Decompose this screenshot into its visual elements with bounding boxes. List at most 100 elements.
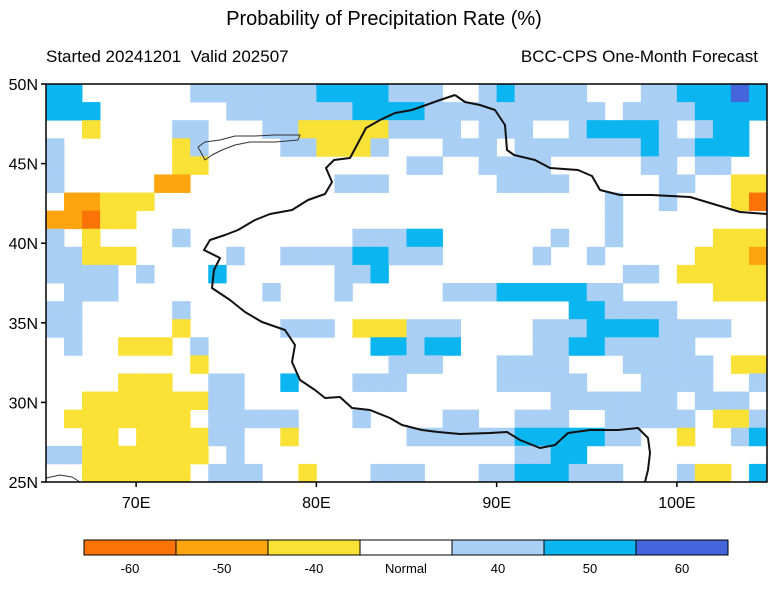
probability-cell xyxy=(82,391,101,411)
probability-cell xyxy=(154,463,173,482)
probability-cell xyxy=(748,246,767,266)
probability-cell xyxy=(604,120,624,139)
probability-cell xyxy=(604,337,624,356)
probability-cell xyxy=(622,120,642,139)
probability-cell xyxy=(118,463,137,482)
probability-cell xyxy=(496,283,516,302)
probability-cell xyxy=(712,283,732,302)
probability-cell xyxy=(550,138,570,157)
probability-cell xyxy=(514,102,534,121)
probability-cell xyxy=(442,283,461,302)
probability-cell xyxy=(406,84,425,103)
lon-label: 100E xyxy=(658,495,695,512)
probability-cell xyxy=(334,102,353,121)
probability-cell xyxy=(406,319,425,338)
probability-cell xyxy=(82,228,101,248)
probability-cell xyxy=(352,102,371,121)
probability-cell xyxy=(136,264,155,284)
probability-cell xyxy=(748,102,767,121)
probability-cell xyxy=(748,264,767,284)
probability-cell xyxy=(532,409,552,429)
probability-cell xyxy=(586,337,606,356)
probability-cell xyxy=(730,84,750,103)
probability-cell xyxy=(388,319,407,338)
probability-cell xyxy=(514,174,534,193)
probability-cell xyxy=(496,373,516,392)
probability-cell xyxy=(712,246,732,266)
probability-cell xyxy=(82,409,101,429)
probability-cell xyxy=(694,84,714,103)
probability-cell xyxy=(748,84,767,103)
probability-cell xyxy=(532,427,552,447)
probability-cell xyxy=(226,373,245,392)
probability-cell xyxy=(352,120,371,139)
probability-cell xyxy=(334,84,353,103)
probability-cell xyxy=(676,174,696,193)
probability-cell xyxy=(118,337,137,356)
probability-cell xyxy=(334,138,353,157)
probability-cell xyxy=(370,246,389,266)
probability-cell xyxy=(658,138,678,157)
probability-cell xyxy=(100,283,119,302)
probability-cell xyxy=(640,301,660,320)
probability-cell xyxy=(118,391,137,411)
probability-cell xyxy=(748,228,767,248)
probability-cell xyxy=(550,228,570,248)
probability-cell xyxy=(514,409,534,429)
probability-cell xyxy=(550,463,570,482)
probability-cell xyxy=(262,120,281,139)
probability-cell xyxy=(370,264,389,284)
probability-cell xyxy=(658,355,678,374)
lat-label: 40N xyxy=(9,236,38,253)
probability-cell xyxy=(226,102,245,121)
probability-cell xyxy=(244,463,263,482)
probability-cell xyxy=(64,264,83,284)
probability-cell xyxy=(730,192,750,212)
probability-cell xyxy=(334,120,353,139)
probability-cell xyxy=(406,355,425,374)
probability-cell xyxy=(64,102,83,121)
probability-cell xyxy=(82,264,101,284)
probability-cell xyxy=(730,355,750,374)
probability-cell xyxy=(442,409,461,429)
probability-cell xyxy=(46,210,65,230)
probability-cell xyxy=(550,102,570,121)
probability-cell xyxy=(370,228,389,248)
probability-cell xyxy=(712,84,732,103)
probability-cell xyxy=(712,228,732,248)
probability-cell xyxy=(352,373,371,392)
map-axes: 50N 45N 40N 35N 30N 25N 70E 80E 90E 100E xyxy=(9,77,696,512)
probability-cell xyxy=(316,102,335,121)
probability-cell xyxy=(190,120,209,139)
lat-label: 45N xyxy=(9,157,38,174)
probability-cell xyxy=(514,373,534,392)
probability-cell xyxy=(424,120,443,139)
probability-cell xyxy=(694,463,714,482)
probability-cell xyxy=(154,174,173,193)
probability-cell xyxy=(568,102,588,121)
probability-cell xyxy=(658,373,678,392)
probability-cell xyxy=(478,283,498,302)
probability-cell xyxy=(352,246,371,266)
probability-cell xyxy=(478,463,498,482)
probability-cell xyxy=(532,138,552,157)
probability-cell xyxy=(388,228,407,248)
probability-cell xyxy=(46,174,65,193)
probability-cell xyxy=(712,319,732,338)
probability-cell xyxy=(550,319,570,338)
probability-cell xyxy=(568,391,588,411)
probability-cell xyxy=(586,283,606,302)
probability-cell xyxy=(64,337,83,356)
probability-cell xyxy=(622,138,642,157)
probability-cell xyxy=(694,138,714,157)
probability-cell xyxy=(496,102,516,121)
probability-cell xyxy=(460,102,479,121)
probability-cell xyxy=(730,174,750,193)
probability-cell xyxy=(640,102,660,121)
probability-cell xyxy=(586,391,606,411)
probability-cell xyxy=(82,192,101,212)
probability-cell xyxy=(280,84,299,103)
probability-cell xyxy=(172,301,191,320)
probability-cell xyxy=(748,409,767,429)
